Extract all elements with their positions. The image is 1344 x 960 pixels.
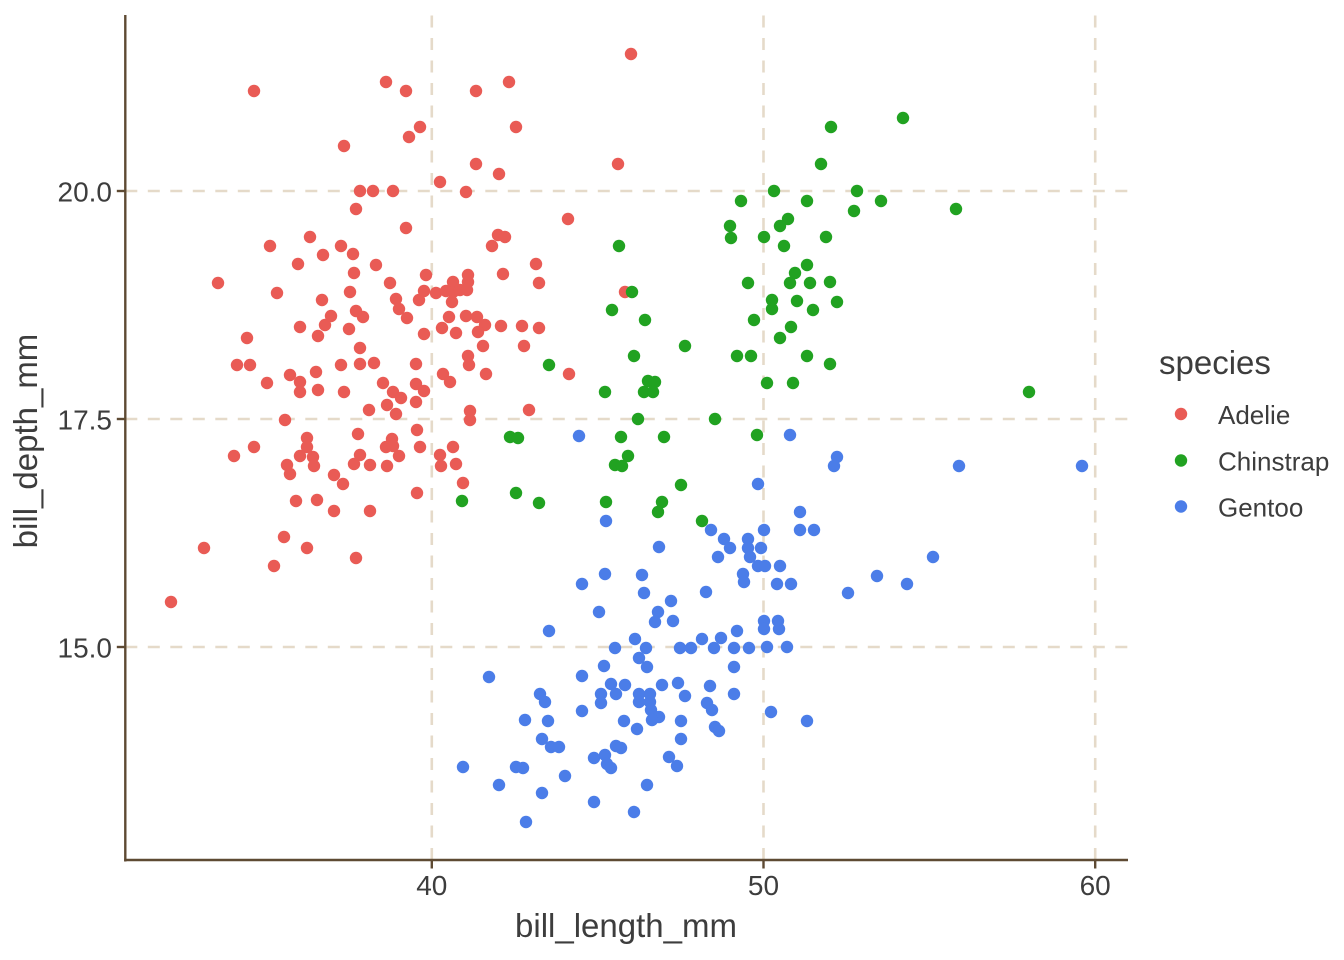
svg-text:20.0: 20.0	[58, 177, 113, 208]
svg-text:50: 50	[748, 870, 779, 901]
svg-text:Gentoo: Gentoo	[1218, 493, 1303, 523]
svg-text:species: species	[1159, 344, 1271, 381]
svg-text:Chinstrap: Chinstrap	[1218, 447, 1329, 477]
svg-text:40: 40	[416, 870, 447, 901]
svg-text:15.0: 15.0	[58, 633, 113, 664]
svg-text:Adelie: Adelie	[1218, 400, 1290, 430]
svg-text:bill_depth_mm: bill_depth_mm	[7, 334, 44, 549]
svg-text:bill_length_mm: bill_length_mm	[515, 907, 737, 944]
svg-text:17.5: 17.5	[58, 405, 113, 436]
svg-text:60: 60	[1080, 870, 1111, 901]
